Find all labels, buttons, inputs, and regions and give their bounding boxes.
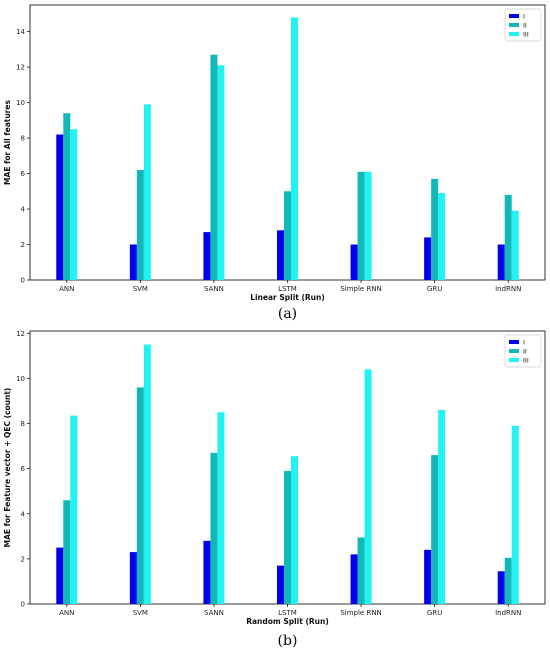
x-tick-label: GRU (427, 609, 442, 617)
bar-I-ann (56, 547, 64, 604)
y-tick-label: 2 (21, 241, 25, 249)
y-tick-label: 0 (21, 601, 25, 609)
bar-I-simple-rnn (350, 244, 358, 280)
legend-label-III: III (523, 31, 529, 39)
x-tick-label: LSTM (278, 609, 297, 617)
legend-label-I: I (523, 13, 525, 21)
x-axis-label: Linear Split (Run) (250, 293, 325, 302)
chart-b: 0 2 4 6 8 10 12 ANN SVM SANN LSTM Simple RNN GRU IndR… (3, 330, 546, 649)
bar-I-gru (424, 549, 432, 604)
y-tick-label: 8 (21, 135, 25, 143)
bar-II-ann (63, 113, 71, 281)
legend-swatch-III (509, 32, 519, 36)
bar-II-simple-rnn (357, 171, 365, 280)
figure-caption: (a) (278, 306, 297, 322)
bar-I-lstm (277, 565, 284, 604)
x-tick-label: ANN (59, 285, 74, 293)
bar-I-lstm (277, 230, 284, 280)
bar-III-sann (217, 412, 225, 604)
x-tick-label: SANN (204, 609, 224, 617)
x-tick-label: SVM (133, 285, 148, 293)
x-tick-label: IndRNN (495, 285, 521, 293)
bar-I-indrnn (497, 244, 505, 280)
bar-II-svm (136, 387, 144, 604)
bar-I-sann (203, 540, 211, 604)
bar-III-indrnn (511, 425, 519, 604)
legend-swatch-III (509, 358, 519, 362)
bar-III-lstm (291, 17, 298, 281)
x-axis-label: Random Split (Run) (246, 617, 329, 626)
bar-III-lstm (291, 456, 298, 604)
bar-II-svm (136, 170, 144, 280)
y-axis-label: MAE for All features (3, 100, 12, 185)
bar-III-sann (217, 65, 225, 281)
bar-III-svm (143, 104, 151, 281)
y-tick-label: 4 (21, 510, 26, 518)
bar-I-gru (424, 237, 432, 280)
y-tick-label: 4 (21, 206, 26, 214)
x-tick-label: Simple RNN (340, 285, 381, 293)
x-tick-label: IndRNN (495, 609, 521, 617)
bar-III-simple-rnn (364, 369, 372, 604)
legend-swatch-I (509, 14, 519, 18)
bar-II-sann (210, 452, 218, 604)
figure-caption: (b) (278, 633, 298, 649)
bar-I-svm (129, 244, 137, 280)
bar-I-indrnn (497, 571, 505, 604)
legend-swatch-II (509, 349, 519, 353)
bar-III-svm (143, 344, 151, 604)
legend-label-II: II (523, 348, 527, 356)
legend-label-III: III (523, 357, 529, 365)
bar-II-gru (431, 455, 439, 604)
y-tick-label: 6 (21, 465, 26, 473)
legend-swatch-II (509, 23, 519, 27)
bar-I-simple-rnn (350, 554, 358, 604)
bar-II-indrnn (504, 194, 512, 280)
y-tick-label: 12 (16, 330, 25, 338)
bar-II-gru (431, 178, 439, 280)
bar-III-ann (70, 129, 78, 280)
y-tick-label: 2 (21, 555, 25, 563)
legend-swatch-I (509, 340, 519, 344)
x-tick-label: ANN (59, 609, 74, 617)
y-tick-label: 10 (16, 375, 25, 383)
bar-III-gru (438, 193, 446, 280)
bar-III-simple-rnn (364, 171, 372, 280)
bar-II-indrnn (504, 557, 512, 604)
bar-III-gru (438, 409, 446, 604)
bar-II-sann (210, 54, 218, 281)
bar-I-sann (203, 232, 211, 280)
y-tick-label: 6 (21, 170, 26, 178)
x-tick-label: LSTM (278, 285, 297, 293)
y-tick-label: 8 (21, 420, 25, 428)
bar-I-ann (56, 134, 64, 280)
bar-III-ann (70, 415, 78, 604)
x-tick-label: SVM (133, 609, 148, 617)
legend-label-I: I (523, 339, 525, 347)
legend-label-II: II (523, 22, 527, 30)
y-tick-label: 0 (21, 277, 25, 285)
x-tick-label: Simple RNN (340, 609, 381, 617)
x-tick-label: SANN (204, 285, 224, 293)
bar-II-lstm (284, 191, 291, 280)
y-tick-label: 12 (16, 64, 25, 72)
bar-I-svm (129, 552, 137, 604)
bar-II-ann (63, 500, 71, 604)
bar-II-simple-rnn (357, 537, 365, 604)
y-axis-label: MAE for Feature vector + QEC (count) (3, 388, 12, 548)
bar-II-lstm (284, 470, 291, 604)
chart-a: 0 2 4 6 8 10 12 14 ANN SVM SANN LSTM Simple RNN GRU In… (3, 4, 546, 322)
y-tick-label: 14 (16, 28, 25, 36)
y-tick-label: 10 (16, 99, 25, 107)
x-tick-label: GRU (427, 285, 442, 293)
bar-III-indrnn (511, 210, 519, 280)
